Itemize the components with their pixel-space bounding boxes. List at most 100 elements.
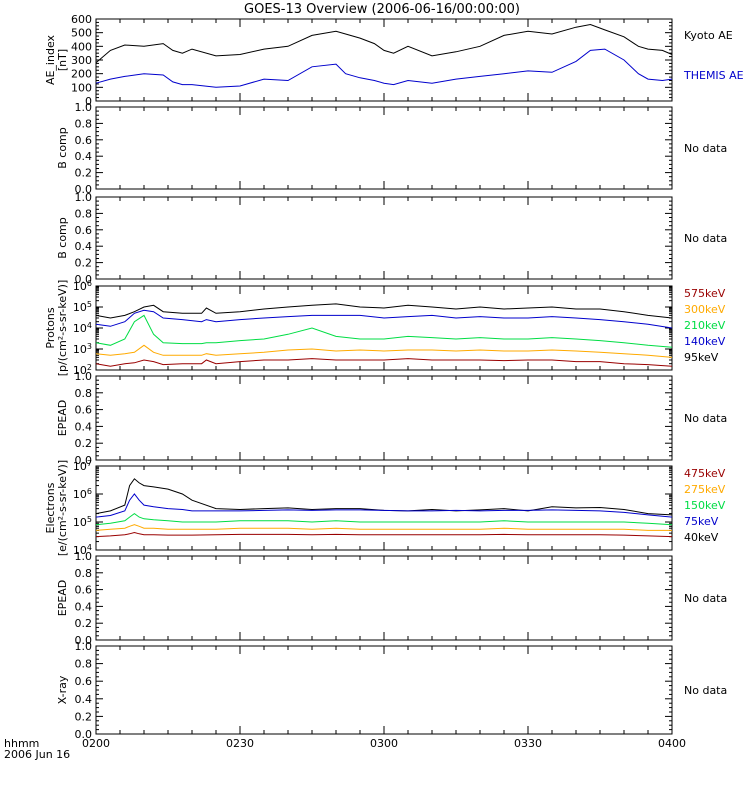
y-tick-label: 104 xyxy=(73,321,92,335)
y-tick-label: 0.2 xyxy=(75,437,93,450)
series-line-575kev xyxy=(95,358,673,367)
no-data-note: No data xyxy=(684,412,727,425)
y-tick-label: 0.8 xyxy=(75,207,93,220)
panel-7: 0.0 0.2 0.4 0.6 0.8 1.0 EPEAD No data xyxy=(56,550,727,647)
series-line-140kev xyxy=(95,309,673,329)
legend-entry: 300keV xyxy=(684,303,726,316)
y-tick-label: 0 xyxy=(85,95,92,108)
x-tick-label: 0300 xyxy=(370,737,398,750)
legend-entry: 40keV xyxy=(684,531,719,544)
x-tick-label: 0200 xyxy=(82,737,110,750)
no-data-note: No data xyxy=(684,232,727,245)
panel-frame xyxy=(95,645,673,735)
legend-entry: 150keV xyxy=(684,499,726,512)
y-tick-label: 0.0 xyxy=(75,183,93,196)
y-tick-label: 0.0 xyxy=(75,454,93,467)
legend-entry: 140keV xyxy=(684,335,726,348)
y-tick-label: 400 xyxy=(71,40,92,53)
y-tick-label: 0.2 xyxy=(75,710,93,723)
no-data-note: No data xyxy=(684,592,727,605)
y-axis-label: EPEAD xyxy=(56,400,69,437)
corner-label-hhmm: hhmm xyxy=(4,737,39,750)
y-tick-label: 0.2 xyxy=(75,167,93,180)
legend-entry: 575keV xyxy=(684,287,726,300)
y-tick-label: 0.2 xyxy=(75,617,93,630)
no-data-note: No data xyxy=(684,142,727,155)
corner-label-date: 2006 Jun 16 xyxy=(4,748,70,761)
legend-entry: 475keV xyxy=(684,467,726,480)
y-tick-label: 1.0 xyxy=(75,370,93,383)
y-tick-label: 0.8 xyxy=(75,387,93,400)
y-tick-label: 500 xyxy=(71,27,92,40)
y-tick-label: 0.0 xyxy=(75,634,93,647)
x-tick-label: 0330 xyxy=(514,737,542,750)
y-axis-label: [nT] xyxy=(56,49,69,71)
y-tick-label: 0.8 xyxy=(75,567,93,580)
legend-entry: 275keV xyxy=(684,483,726,496)
panel-frame xyxy=(95,196,673,280)
y-tick-label: 1.0 xyxy=(75,550,93,563)
series-line-40kev xyxy=(95,478,673,516)
panel-2: 0.0 0.2 0.4 0.6 0.8 1.0 B comp No data xyxy=(56,101,727,196)
legend-entry: 95keV xyxy=(684,351,719,364)
y-tick-label: 0.6 xyxy=(75,224,93,237)
x-tick-label: 0400 xyxy=(658,737,686,750)
y-axis-label: B comp xyxy=(56,217,69,259)
legend-entry: 210keV xyxy=(684,319,726,332)
panel-frame xyxy=(95,18,673,102)
y-tick-label: 105 xyxy=(73,300,92,314)
y-tick-label: 103 xyxy=(73,342,92,356)
y-tick-label: 0.6 xyxy=(75,675,93,688)
y-tick-label: 0.0 xyxy=(75,728,93,741)
y-tick-label: 107 xyxy=(73,459,92,473)
y-tick-label: 0.8 xyxy=(75,117,93,130)
y-tick-label: 1.0 xyxy=(75,640,93,653)
series-line-475kev xyxy=(95,531,673,538)
legend-entry: 75keV xyxy=(684,515,719,528)
y-tick-label: 100 xyxy=(71,81,92,94)
y-tick-label: 0.6 xyxy=(75,134,93,147)
figure-title: GOES-13 Overview (2006-06-16/00:00:00) xyxy=(244,2,520,17)
panel-frame xyxy=(95,555,673,641)
series-line-kyoto-ae xyxy=(95,23,673,64)
y-axis-label: Electrons xyxy=(44,482,57,533)
y-tick-label: 0.4 xyxy=(75,693,93,706)
y-tick-label: 0.4 xyxy=(75,150,93,163)
y-axis-label: X-ray xyxy=(56,675,69,704)
y-axis-label: [p/(cm²-s-sr-keV)] xyxy=(56,280,69,377)
y-tick-label: 0.4 xyxy=(75,420,93,433)
series-line-210kev xyxy=(95,314,673,348)
y-tick-label: 0.6 xyxy=(75,584,93,597)
y-axis-label: Protons xyxy=(44,307,57,348)
x-tick-label: 0230 xyxy=(226,737,254,750)
series-line-150kev xyxy=(95,512,673,526)
y-axis-label: [e/(cm²-s-sr-keV)] xyxy=(56,460,69,556)
y-tick-label: 1.0 xyxy=(75,101,93,114)
y-tick-label: 1.0 xyxy=(75,191,93,204)
y-tick-label: 200 xyxy=(71,68,92,81)
y-tick-label: 0.0 xyxy=(75,273,93,286)
series-line-75kev xyxy=(95,493,673,518)
y-tick-label: 0.2 xyxy=(75,257,93,270)
no-data-note: No data xyxy=(684,684,727,697)
y-tick-label: 106 xyxy=(73,487,92,501)
y-tick-label: 300 xyxy=(71,54,92,67)
y-axis-label: AE_index xyxy=(44,34,57,85)
series-line-300kev xyxy=(95,344,673,358)
y-tick-label: 0.8 xyxy=(75,658,93,671)
panel-frame xyxy=(95,375,673,461)
series-line-275kev xyxy=(95,524,672,531)
panel-frame xyxy=(95,106,673,190)
y-tick-label: 0.4 xyxy=(75,600,93,613)
y-tick-label: 105 xyxy=(73,515,92,529)
y-tick-label: 106 xyxy=(73,279,92,293)
panel-8: 0.0 0.2 0.4 0.6 0.8 1.0 X-ray No data xyxy=(56,640,727,741)
y-tick-label: 600 xyxy=(71,13,92,26)
series-line-themis-ae xyxy=(95,48,673,88)
y-axis-label: B comp xyxy=(56,127,69,169)
legend-entry: Kyoto AE xyxy=(684,29,733,42)
panel-5: 0.0 0.2 0.4 0.6 0.8 1.0 EPEAD No data xyxy=(56,370,727,467)
